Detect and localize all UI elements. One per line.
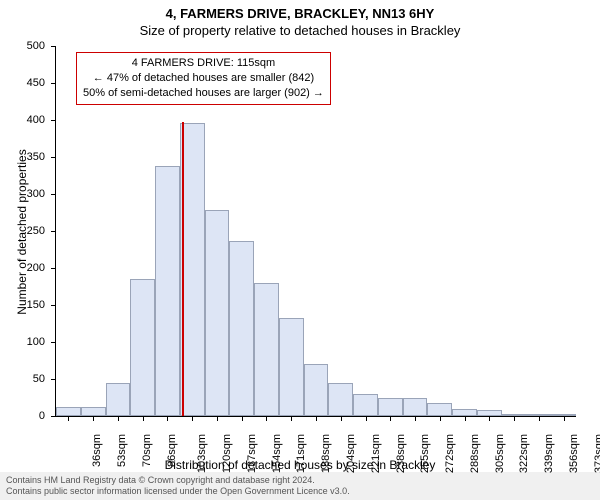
histogram-bar — [106, 383, 131, 416]
x-tick-label: 154sqm — [271, 434, 283, 473]
x-tick-mark — [341, 416, 342, 421]
y-tick-mark — [51, 231, 56, 232]
x-tick-label: 221sqm — [370, 434, 382, 473]
x-tick-mark — [291, 416, 292, 421]
y-tick-label: 250 — [5, 225, 45, 237]
footer-line-1: Contains HM Land Registry data © Crown c… — [6, 475, 594, 486]
y-tick-mark — [51, 416, 56, 417]
x-tick-mark — [489, 416, 490, 421]
x-tick-label: 272sqm — [444, 434, 456, 473]
histogram-bar — [155, 166, 180, 416]
y-tick-label: 400 — [5, 114, 45, 126]
y-tick-mark — [51, 83, 56, 84]
x-tick-label: 86sqm — [166, 434, 178, 467]
x-tick-mark — [143, 416, 144, 421]
x-tick-label: 288sqm — [469, 434, 481, 473]
y-tick-mark — [51, 120, 56, 121]
x-tick-label: 339sqm — [543, 434, 555, 473]
histogram-bar — [353, 394, 378, 416]
x-tick-mark — [440, 416, 441, 421]
property-marker-line — [182, 122, 184, 416]
histogram-bar — [254, 283, 279, 416]
histogram-bar — [205, 210, 230, 416]
y-tick-label: 150 — [5, 299, 45, 311]
footer-attribution: Contains HM Land Registry data © Crown c… — [0, 472, 600, 500]
y-tick-label: 50 — [5, 373, 45, 385]
histogram-bar — [403, 398, 428, 417]
x-tick-mark — [390, 416, 391, 421]
x-tick-mark — [539, 416, 540, 421]
x-tick-label: 53sqm — [116, 434, 128, 467]
y-tick-mark — [51, 46, 56, 47]
x-tick-label: 373sqm — [593, 434, 600, 473]
x-tick-mark — [266, 416, 267, 421]
histogram-bar — [279, 318, 304, 416]
x-tick-mark — [465, 416, 466, 421]
x-tick-mark — [242, 416, 243, 421]
x-tick-label: 70sqm — [141, 434, 153, 467]
page-subtitle: Size of property relative to detached ho… — [0, 21, 600, 38]
x-tick-mark — [366, 416, 367, 421]
histogram-chart: 4 FARMERS DRIVE: 115sqm← 47% of detached… — [55, 46, 576, 417]
histogram-bar — [452, 409, 477, 416]
histogram-bar — [130, 279, 155, 416]
page-title: 4, FARMERS DRIVE, BRACKLEY, NN13 6HY — [0, 0, 600, 21]
x-tick-label: 103sqm — [197, 434, 209, 473]
x-tick-mark — [167, 416, 168, 421]
x-tick-label: 322sqm — [518, 434, 530, 473]
x-tick-label: 171sqm — [296, 434, 308, 473]
annotation-line: ← 47% of detached houses are smaller (84… — [83, 71, 324, 86]
x-tick-label: 120sqm — [221, 434, 233, 473]
x-tick-mark — [217, 416, 218, 421]
histogram-bar — [229, 241, 254, 416]
x-tick-label: 36sqm — [91, 434, 103, 467]
y-tick-label: 200 — [5, 262, 45, 274]
x-tick-label: 305sqm — [494, 434, 506, 473]
y-tick-mark — [51, 342, 56, 343]
x-tick-mark — [68, 416, 69, 421]
y-tick-mark — [51, 379, 56, 380]
x-tick-label: 356sqm — [568, 434, 580, 473]
annotation-line: 50% of semi-detached houses are larger (… — [83, 86, 324, 101]
x-tick-label: 255sqm — [419, 434, 431, 473]
x-tick-mark — [514, 416, 515, 421]
x-tick-label: 137sqm — [246, 434, 258, 473]
x-tick-label: 204sqm — [345, 434, 357, 473]
y-tick-mark — [51, 305, 56, 306]
annotation-callout: 4 FARMERS DRIVE: 115sqm← 47% of detached… — [76, 52, 331, 105]
histogram-bar — [427, 403, 452, 416]
y-tick-label: 300 — [5, 188, 45, 200]
x-tick-mark — [316, 416, 317, 421]
y-tick-label: 500 — [5, 40, 45, 52]
y-tick-label: 350 — [5, 151, 45, 163]
histogram-bar — [378, 398, 403, 417]
x-tick-mark — [415, 416, 416, 421]
x-tick-label: 238sqm — [395, 434, 407, 473]
y-tick-label: 0 — [5, 410, 45, 422]
y-tick-mark — [51, 268, 56, 269]
annotation-line: 4 FARMERS DRIVE: 115sqm — [83, 56, 324, 71]
footer-line-2: Contains public sector information licen… — [6, 486, 594, 497]
y-tick-label: 450 — [5, 77, 45, 89]
x-tick-mark — [118, 416, 119, 421]
x-tick-mark — [564, 416, 565, 421]
histogram-bar — [328, 383, 353, 416]
histogram-bar — [304, 364, 329, 416]
y-tick-mark — [51, 194, 56, 195]
x-tick-mark — [93, 416, 94, 421]
x-tick-mark — [192, 416, 193, 421]
y-tick-mark — [51, 157, 56, 158]
x-tick-label: 188sqm — [320, 434, 332, 473]
histogram-bar — [81, 407, 106, 416]
y-tick-label: 100 — [5, 336, 45, 348]
histogram-bar — [56, 407, 81, 416]
